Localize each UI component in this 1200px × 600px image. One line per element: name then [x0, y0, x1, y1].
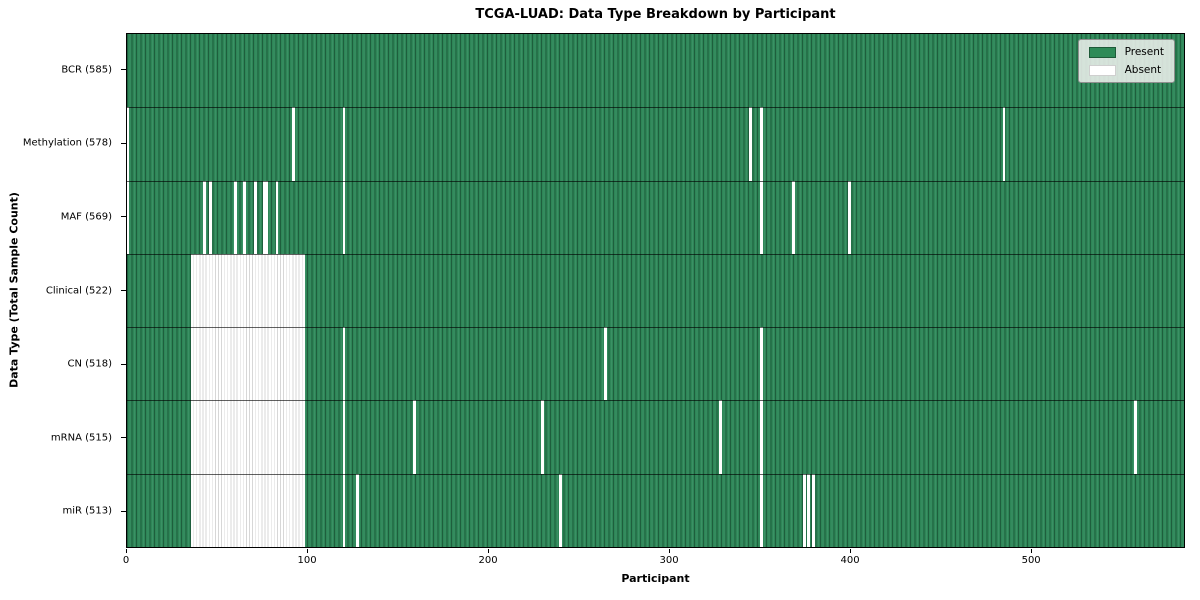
- legend-item-present: Present: [1088, 46, 1164, 58]
- absent-segment: [760, 107, 764, 181]
- legend: Present Absent: [1077, 39, 1175, 83]
- absent-segment: [127, 180, 129, 254]
- y-tick-label: BCR (585): [61, 64, 112, 76]
- absent-segment: [342, 473, 346, 547]
- absent-segment: [749, 107, 752, 181]
- plot-area: Present Absent: [126, 33, 1185, 548]
- chart-title: TCGA-LUAD: Data Type Breakdown by Partic…: [475, 7, 836, 22]
- x-tick-label: 500: [1021, 555, 1041, 566]
- row-bcr: [127, 34, 1184, 107]
- row-separator: [127, 253, 1184, 255]
- absent-segment: [803, 473, 806, 547]
- y-tick-label: CN (518): [67, 358, 112, 370]
- x-tick-mark: [126, 549, 127, 553]
- absent-segment: [291, 107, 295, 181]
- row-separator: [127, 327, 1184, 329]
- y-tick-mark: [121, 363, 126, 365]
- y-tick-label: Clinical (522): [45, 285, 112, 296]
- absent-segment: [792, 180, 796, 254]
- absent-segment: [812, 473, 816, 547]
- row-cn: [127, 327, 1184, 401]
- absent-block: [191, 400, 305, 474]
- absent-segment: [604, 327, 608, 401]
- x-tick-mark: [669, 549, 671, 553]
- absent-segment: [356, 473, 359, 547]
- absent-block: [191, 253, 305, 328]
- row-separator: [127, 473, 1184, 475]
- x-tick-mark: [1031, 549, 1033, 553]
- legend-present-label: Present: [1124, 46, 1164, 58]
- absent-swatch-icon: [1088, 64, 1116, 76]
- row-separator: [127, 400, 1184, 402]
- x-tick-label: 200: [478, 555, 498, 566]
- absent-segment: [760, 400, 764, 474]
- x-tick-mark: [850, 549, 852, 553]
- row-maf: [127, 180, 1184, 254]
- row-mrna: [127, 400, 1184, 474]
- y-tick-mark: [121, 290, 126, 291]
- absent-segment: [243, 180, 246, 254]
- y-tick-label: Methylation (578): [22, 137, 112, 149]
- y-tick-mark: [121, 437, 126, 439]
- absent-segment: [203, 180, 207, 254]
- legend-item-absent: Absent: [1088, 64, 1164, 76]
- y-tick-label: MAF (569): [60, 211, 112, 223]
- x-tick-label: 400: [840, 555, 860, 566]
- absent-segment: [209, 180, 213, 254]
- present-swatch-icon: [1088, 46, 1116, 58]
- absent-segment: [413, 400, 416, 474]
- absent-segment: [760, 180, 764, 254]
- absent-segment: [342, 180, 346, 254]
- y-tick-mark: [121, 510, 126, 512]
- absent-segment: [541, 400, 544, 474]
- y-axis: BCR (585) Methylation (578) MAF (569) Clini…: [0, 33, 126, 548]
- x-tick-mark: [307, 549, 309, 553]
- absent-segment: [807, 473, 810, 547]
- absent-segment: [848, 180, 852, 254]
- row-mir: [127, 473, 1184, 547]
- x-tick-label: 300: [659, 555, 679, 566]
- absent-segment: [719, 400, 722, 474]
- y-tick-label: miR (513): [62, 505, 112, 517]
- row-separator: [127, 107, 1184, 109]
- row-clinical: [127, 253, 1184, 328]
- absent-segment: [760, 327, 764, 401]
- absent-segment: [760, 473, 764, 547]
- x-tick-label: 0: [122, 555, 130, 566]
- absent-segment: [342, 400, 346, 474]
- absent-block: [191, 327, 305, 401]
- row-methylation: [127, 107, 1184, 181]
- x-tick-mark: [488, 549, 490, 553]
- legend-absent-label: Absent: [1124, 64, 1162, 76]
- absent-segment: [263, 180, 268, 254]
- y-tick-label: mRNA (515): [50, 432, 112, 444]
- y-tick-mark: [121, 69, 126, 71]
- absent-segment: [254, 180, 257, 254]
- x-axis-label: Participant: [621, 572, 690, 585]
- absent-segment: [559, 473, 563, 547]
- row-separator: [127, 180, 1184, 182]
- absent-segment: [234, 180, 237, 254]
- absent-segment: [342, 327, 346, 401]
- absent-segment: [342, 107, 346, 181]
- y-tick-mark: [121, 142, 126, 144]
- x-axis: 0 100 200 300 400 500: [122, 548, 1185, 574]
- absent-segment: [127, 107, 129, 181]
- absent-block: [191, 473, 305, 547]
- y-tick-mark: [121, 216, 126, 218]
- x-tick-label: 100: [297, 555, 317, 566]
- absent-segment: [1002, 107, 1006, 181]
- absent-segment: [1133, 400, 1137, 474]
- absent-segment: [275, 180, 279, 254]
